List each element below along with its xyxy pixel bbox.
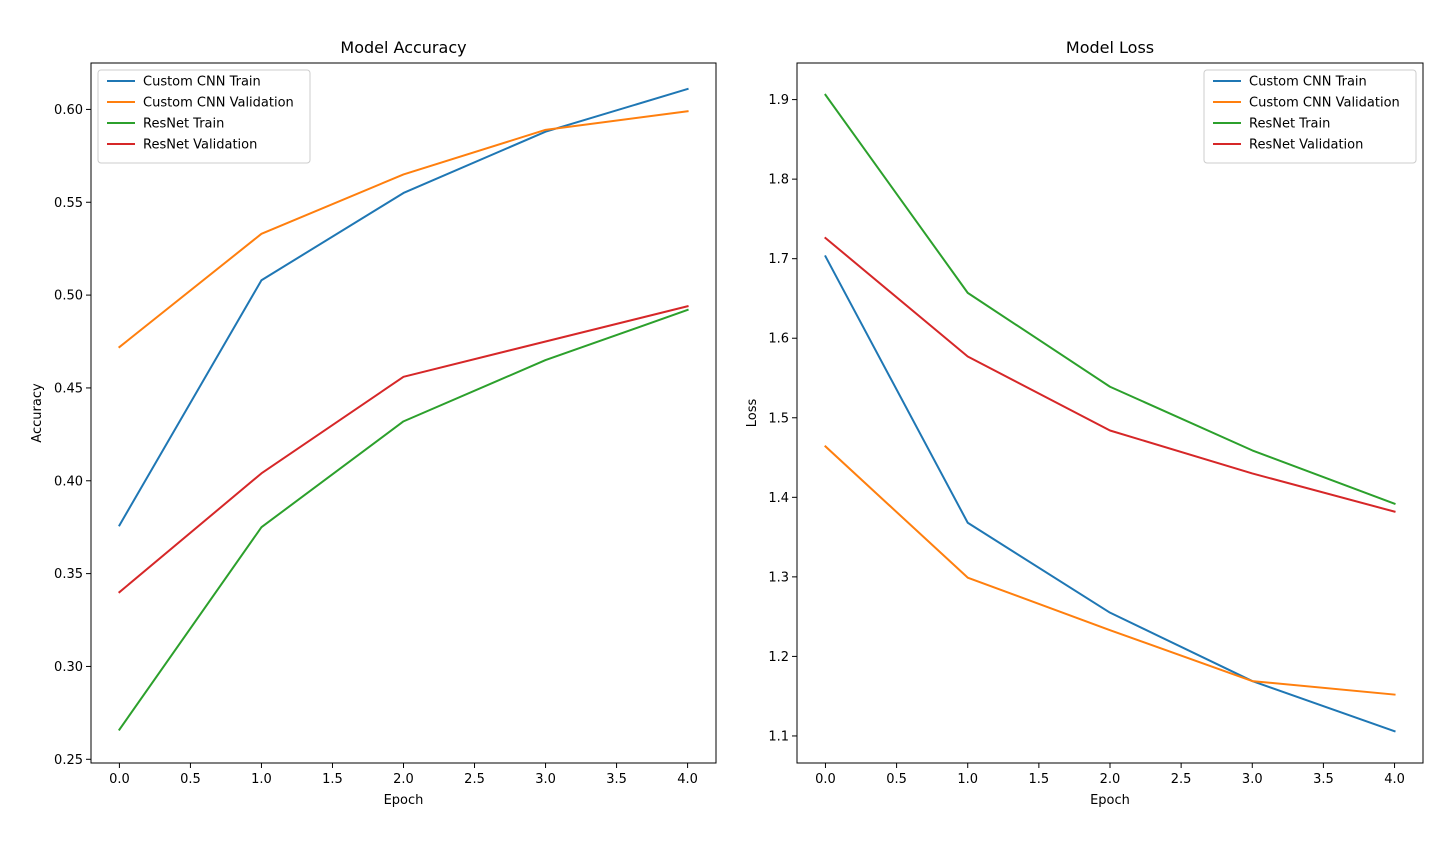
series-line-0	[118, 87, 689, 527]
x-tick-label: 3.5	[606, 772, 627, 787]
legend-entry: Custom CNN Train	[1249, 75, 1367, 90]
y-tick-label: 1.5	[768, 411, 789, 426]
legend-entry: Custom CNN Validation	[143, 96, 294, 111]
x-tick-label: 1.0	[957, 772, 978, 787]
y-tick-label: 0.35	[54, 567, 83, 582]
x-tick-label: 0.5	[886, 772, 907, 787]
plot-frame	[796, 62, 1424, 764]
series-line-3	[824, 236, 1396, 513]
legend: Custom CNN Train Custom CNN Validation Res…	[97, 69, 311, 164]
y-tick-label: 1.1	[768, 729, 789, 744]
chart-1: Model Loss 0.0 0.5 1.0 1.5 2.0 2.5 3.0 3.5 4.0 1.1…	[745, 38, 1424, 808]
y-tick-label: 1.6	[768, 332, 789, 347]
x-tick-label: 2.5	[1171, 772, 1192, 787]
y-tick-label: 0.50	[54, 289, 83, 304]
x-tick-label: 3.5	[1313, 772, 1334, 787]
y-tick-label: 1.8	[768, 173, 789, 188]
y-tick-label: 1.9	[768, 93, 789, 108]
y-tick-label: 0.45	[54, 381, 83, 396]
x-tick-label: 1.5	[1029, 772, 1050, 787]
x-tick-label: 4.0	[677, 772, 698, 787]
y-axis-label: Accuracy	[30, 383, 45, 443]
x-axis-label: Epoch	[1090, 793, 1130, 808]
chart-title: Model Loss	[1066, 38, 1154, 57]
legend-entry: ResNet Validation	[143, 138, 257, 153]
legend-entry: ResNet Train	[143, 117, 224, 132]
x-tick-label: 2.0	[1100, 772, 1121, 787]
series-line-0	[824, 254, 1396, 733]
legend-box	[1203, 69, 1417, 164]
x-tick-label: 0.0	[109, 772, 130, 787]
y-axis-label: Loss	[745, 399, 760, 428]
legend: Custom CNN Train Custom CNN Validation Res…	[1203, 69, 1417, 164]
series-line-1	[824, 444, 1396, 696]
y-tick-label: 0.60	[54, 103, 83, 118]
y-tick-label: 1.2	[768, 650, 789, 665]
y-tick-label: 1.7	[768, 252, 789, 267]
chart-title: Model Accuracy	[340, 38, 466, 57]
y-tick-label: 0.25	[54, 753, 83, 768]
y-tick-label: 0.30	[54, 660, 83, 675]
y-tick-label: 1.3	[768, 570, 789, 585]
y-tick-label: 0.40	[54, 474, 83, 489]
x-tick-label: 1.0	[251, 772, 272, 787]
legend-entry: ResNet Validation	[1249, 138, 1363, 153]
legend-box	[97, 69, 311, 164]
x-tick-label: 3.0	[1242, 772, 1263, 787]
legend-entry: Custom CNN Validation	[1249, 96, 1400, 111]
x-tick-label: 1.5	[322, 772, 343, 787]
x-tick-label: 3.0	[535, 772, 556, 787]
y-tick-label: 0.55	[54, 196, 83, 211]
y-tick-label: 1.4	[768, 491, 789, 506]
chart-0: Model Accuracy 0.0 0.5 1.0 1.5 2.0 2.5 3.0 3.5 4.…	[30, 38, 717, 808]
legend-entry: Custom CNN Train	[143, 75, 261, 90]
series-line-1	[118, 110, 689, 349]
x-tick-label: 4.0	[1384, 772, 1405, 787]
legend-entry: ResNet Train	[1249, 117, 1330, 132]
series-line-2	[824, 93, 1396, 505]
series-line-3	[118, 305, 689, 594]
x-axis-label: Epoch	[384, 793, 424, 808]
x-tick-label: 2.0	[393, 772, 414, 787]
x-tick-label: 0.5	[180, 772, 201, 787]
x-tick-label: 2.5	[464, 772, 485, 787]
series-line-2	[118, 308, 689, 731]
plot-frame	[90, 62, 717, 764]
x-tick-label: 0.0	[815, 772, 836, 787]
